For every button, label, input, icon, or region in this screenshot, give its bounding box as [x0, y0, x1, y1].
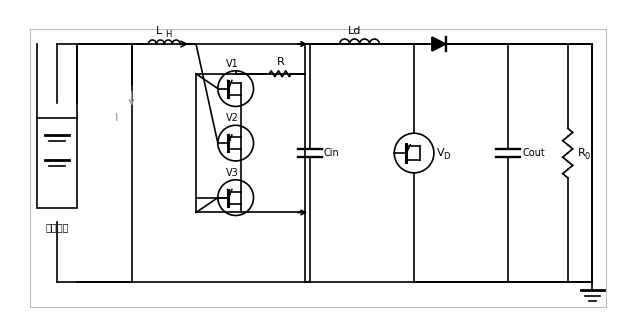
Bar — [37, 118, 77, 208]
Text: D: D — [443, 151, 449, 161]
Text: V1: V1 — [226, 59, 239, 69]
Bar — [196, 74, 305, 213]
Text: V2: V2 — [226, 113, 239, 123]
Text: V3: V3 — [226, 168, 239, 178]
Text: Cin: Cin — [324, 148, 340, 158]
Text: 0: 0 — [584, 151, 590, 161]
Text: 蔽电池组: 蔽电池组 — [45, 223, 69, 233]
Polygon shape — [432, 37, 446, 51]
Text: R: R — [277, 57, 284, 67]
Text: Ld: Ld — [348, 26, 361, 36]
Bar — [29, 29, 606, 307]
Text: R: R — [578, 148, 586, 158]
Text: Cout: Cout — [522, 148, 545, 158]
Text: L: L — [156, 26, 163, 36]
Text: V: V — [437, 148, 444, 158]
Text: H: H — [165, 30, 172, 39]
Text: I: I — [115, 113, 118, 123]
